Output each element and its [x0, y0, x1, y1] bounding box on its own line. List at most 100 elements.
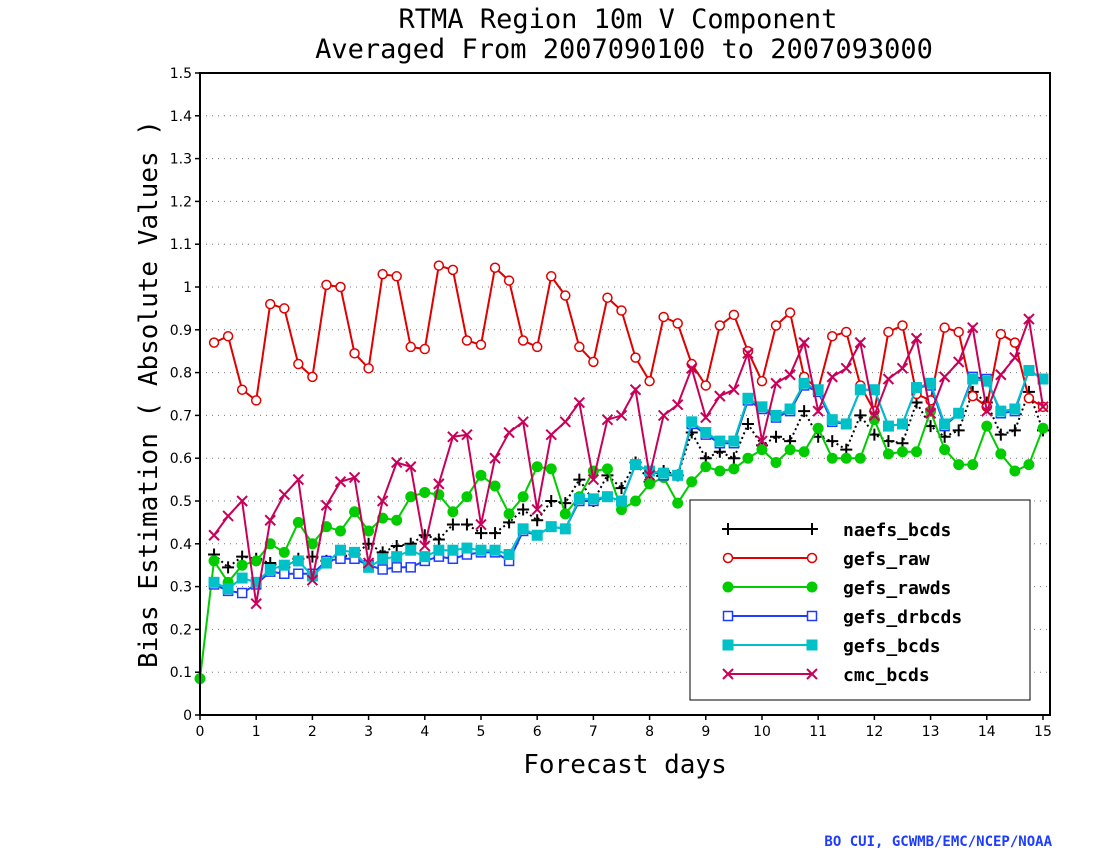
- y-tick-label: 0.3: [170, 580, 192, 596]
- data-point: [630, 495, 642, 507]
- series-line: [213, 264, 1044, 415]
- data-point: [700, 461, 712, 473]
- data-point: [432, 533, 445, 546]
- data-point: [939, 322, 950, 333]
- data-point: [222, 561, 235, 574]
- data-point: [841, 326, 852, 338]
- x-tick-label: 8: [645, 724, 654, 740]
- data-point: [658, 467, 670, 479]
- data-point: [222, 510, 234, 522]
- data-point: [447, 506, 459, 518]
- data-point: [727, 452, 740, 465]
- data-point: [545, 271, 557, 282]
- legend-label: cmc_bcds: [843, 665, 930, 686]
- data-point: [686, 362, 698, 375]
- chart-subtitle: Averaged From 2007090100 to 2007093000: [315, 34, 933, 65]
- data-point: [742, 392, 754, 404]
- x-tick-label: 2: [308, 724, 317, 740]
- data-point: [503, 275, 515, 286]
- data-point: [573, 396, 586, 409]
- data-point: [377, 564, 388, 575]
- data-point: [925, 377, 937, 389]
- data-point: [911, 446, 923, 458]
- data-point: [573, 493, 585, 505]
- data-point: [812, 422, 824, 434]
- data-point: [806, 639, 818, 651]
- data-point: [952, 356, 965, 368]
- data-point: [722, 668, 734, 680]
- data-point: [405, 544, 417, 556]
- data-point: [657, 409, 670, 422]
- x-tick-label: 9: [701, 724, 710, 740]
- data-point: [615, 409, 628, 422]
- data-point: [995, 448, 1007, 460]
- data-point: [446, 518, 459, 531]
- data-point: [391, 562, 402, 573]
- data-point: [826, 371, 838, 383]
- data-point: [826, 435, 839, 448]
- data-point: [784, 307, 796, 318]
- data-point: [419, 551, 431, 563]
- data-point: [292, 516, 304, 528]
- data-point: [756, 375, 768, 387]
- data-point: [475, 518, 487, 531]
- data-point: [883, 326, 894, 338]
- data-point: [868, 409, 881, 422]
- data-point: [806, 523, 818, 535]
- data-point: [517, 503, 530, 516]
- legend-label: gefs_bcds: [843, 636, 941, 657]
- data-point: [784, 403, 796, 415]
- data-point: [503, 426, 515, 439]
- data-point: [419, 343, 431, 355]
- data-point: [1009, 351, 1021, 364]
- data-point: [967, 321, 979, 334]
- data-point: [405, 491, 417, 503]
- data-point: [419, 486, 431, 498]
- data-point: [587, 493, 599, 505]
- legend-entry: naefs_bcds: [722, 520, 951, 541]
- data-point: [939, 418, 951, 430]
- data-point: [545, 463, 557, 475]
- data-point: [896, 446, 908, 458]
- data-point: [826, 330, 838, 342]
- data-point: [601, 463, 613, 475]
- data-point: [882, 373, 895, 385]
- data-point: [306, 574, 319, 586]
- data-point: [896, 362, 909, 375]
- data-point: [1037, 422, 1049, 434]
- x-axis-label: Forecast days: [523, 750, 727, 780]
- data-point: [574, 341, 585, 353]
- data-point: [531, 461, 543, 473]
- axis-ticks: 0 0.1 0.2 0.3 0.4 0.5 0.6 0.7 0.8 0.9 1 1.1 1.2 1.3 1.…: [170, 66, 1052, 740]
- legend-entry: gefs_drbcds: [722, 607, 962, 628]
- y-tick-label: 0.9: [170, 323, 192, 339]
- data-point: [798, 405, 811, 418]
- data-point: [208, 555, 220, 567]
- data-point: [806, 552, 818, 564]
- data-point: [531, 341, 543, 353]
- data-point: [475, 469, 487, 481]
- data-point: [278, 559, 290, 571]
- data-point: [349, 546, 361, 558]
- data-point: [602, 292, 613, 303]
- data-point: [1009, 337, 1021, 348]
- data-point: [250, 576, 262, 588]
- data-point: [559, 416, 571, 428]
- data-point: [630, 459, 642, 471]
- data-point: [1023, 393, 1035, 404]
- legend-entry: cmc_bcds: [722, 665, 930, 686]
- data-point: [1008, 424, 1021, 437]
- data-point: [770, 430, 783, 443]
- y-axis-label: Bias Estimation ( Absolute Values ): [134, 120, 164, 668]
- data-point: [222, 583, 234, 595]
- data-point: [672, 469, 684, 481]
- data-point: [503, 508, 515, 520]
- data-point: [306, 538, 318, 550]
- data-point: [461, 335, 473, 346]
- data-point: [629, 384, 642, 396]
- data-point: [953, 459, 965, 471]
- data-point: [278, 546, 290, 558]
- data-point: [517, 416, 529, 428]
- y-tick-label: 0.5: [170, 494, 192, 510]
- data-point: [264, 298, 276, 310]
